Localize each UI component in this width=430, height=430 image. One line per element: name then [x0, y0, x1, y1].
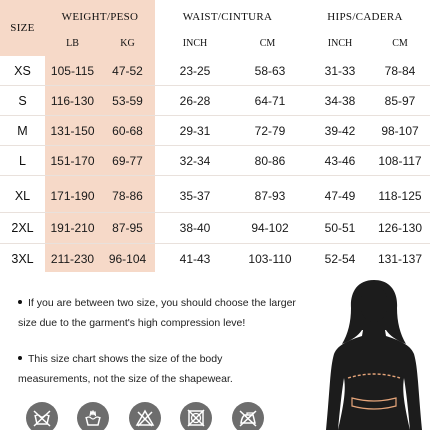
hips-cm-cell: 98-107	[381, 123, 419, 138]
note-text: measurements, not the size of the shapew…	[18, 373, 233, 385]
waist-cm-cell: 94-102	[251, 220, 289, 235]
lb-subheader: LB	[66, 37, 79, 49]
row-divider	[0, 243, 430, 244]
hips-inch-cell: 43-46	[324, 153, 356, 168]
waist-inch-cell: 35-37	[179, 188, 211, 203]
weight-lb-cell: 105-115	[50, 63, 95, 78]
note-text: If you are between two size, you should …	[28, 297, 296, 309]
size-label: 2XL	[11, 220, 34, 235]
waist-cm-cell: 64-71	[254, 93, 286, 108]
weight-column-fill	[45, 0, 155, 272]
hips-cm-cell: 108-117	[378, 153, 422, 168]
waist-inch-cell: 38-40	[179, 220, 211, 235]
kg-subheader: KG	[120, 37, 135, 49]
size-label: XL	[14, 188, 31, 203]
hips-cm-cell: 131-137	[377, 251, 423, 266]
head-shape	[360, 286, 388, 322]
weight-lb-cell: 191-210	[50, 220, 95, 235]
hips-cm-cell: 126-130	[377, 220, 423, 235]
waist-measure-line	[351, 397, 397, 410]
row-divider	[0, 145, 430, 146]
weight-lb-cell: 131-150	[50, 123, 95, 138]
waist-cm-cell: 72-79	[254, 123, 286, 138]
body-silhouette-image	[326, 280, 422, 430]
size-header-fill	[0, 0, 45, 56]
row-divider	[0, 212, 430, 213]
row-divider	[0, 115, 430, 116]
size-label: L	[19, 153, 26, 168]
hips-header: HIPS/CADERA	[327, 11, 403, 23]
body-shape	[326, 324, 422, 430]
weight-lb-cell: 116-130	[50, 93, 95, 108]
no-tumble-dry-icon	[180, 402, 212, 430]
size-label: S	[18, 93, 27, 108]
waist-inch-cell: 29-31	[179, 123, 211, 138]
weight-lb-cell: 151-170	[50, 153, 95, 168]
note-line: size due to the garment's high compressi…	[18, 313, 303, 333]
size-label: XS	[14, 63, 31, 78]
weight-kg-cell: 78-86	[112, 188, 143, 203]
row-divider	[0, 85, 430, 86]
bullet-icon	[18, 300, 22, 305]
waist-cm-cell: 58-63	[254, 63, 286, 78]
waist-header: WAIST/CINTURA	[182, 11, 273, 23]
waist-inch-cell: 41-43	[179, 251, 211, 266]
waist-cm-cell: 80-86	[254, 153, 286, 168]
weight-lb-cell: 171-190	[50, 188, 95, 203]
hips-inch-cell: 34-38	[324, 93, 356, 108]
weight-kg-cell: 47-52	[112, 63, 143, 78]
size-label: M	[17, 123, 28, 138]
weight-header: WEIGHT/PESO	[61, 11, 139, 23]
waist-inch-cell: 26-28	[179, 93, 211, 108]
weight-kg-cell: 60-68	[112, 123, 143, 138]
size-label: 3XL	[11, 251, 34, 266]
hand-wash-icon	[77, 402, 109, 430]
hips-cm-cell: 78-84	[384, 63, 416, 78]
hips-cm-subheader: CM	[392, 37, 408, 49]
hips-inch-cell: 47-49	[324, 188, 356, 203]
size-header: SIZE	[10, 22, 35, 34]
hips-cm-cell: 85-97	[384, 93, 416, 108]
note-text: size due to the garment's high compressi…	[18, 317, 246, 329]
weight-kg-cell: 69-77	[112, 153, 143, 168]
hips-inch-cell: 50-51	[324, 220, 356, 235]
waist-inch-cell: 32-34	[179, 153, 211, 168]
note-line: measurements, not the size of the shapew…	[18, 369, 303, 389]
weight-kg-cell: 96-104	[108, 251, 147, 266]
waist-cm-cell: 87-93	[254, 188, 286, 203]
waist-cm-subheader: CM	[259, 37, 276, 49]
hips-inch-cell: 52-54	[324, 251, 356, 266]
bullet-icon	[18, 356, 22, 361]
waist-cm-cell: 103-110	[248, 251, 292, 266]
hips-cm-cell: 118-125	[378, 188, 422, 203]
weight-kg-cell: 87-95	[112, 220, 143, 235]
note-text: This size chart shows the size of the bo…	[28, 353, 223, 365]
weight-kg-cell: 53-59	[112, 93, 143, 108]
row-divider	[0, 175, 430, 176]
no-wash-icon	[26, 402, 58, 430]
sizing-note-between-sizes: If you are between two size, you should …	[18, 293, 303, 333]
note-line: This size chart shows the size of the bo…	[18, 349, 303, 369]
no-iron-icon	[232, 402, 264, 430]
hips-inch-cell: 39-42	[324, 123, 356, 138]
size-chart-table: SIZE WEIGHT/PESO WAIST/CINTURA HIPS/CADE…	[0, 0, 430, 272]
waist-inch-subheader: INCH	[182, 37, 208, 49]
hips-inch-subheader: INCH	[327, 37, 353, 49]
weight-lb-cell: 211-230	[50, 251, 95, 266]
note-line: If you are between two size, you should …	[18, 293, 303, 313]
no-bleach-icon	[129, 402, 161, 430]
bust-measure-line	[347, 373, 401, 379]
waist-inch-cell: 23-25	[179, 63, 211, 78]
sizing-note-body-measurements: This size chart shows the size of the bo…	[18, 349, 303, 389]
hips-inch-cell: 31-33	[324, 63, 356, 78]
